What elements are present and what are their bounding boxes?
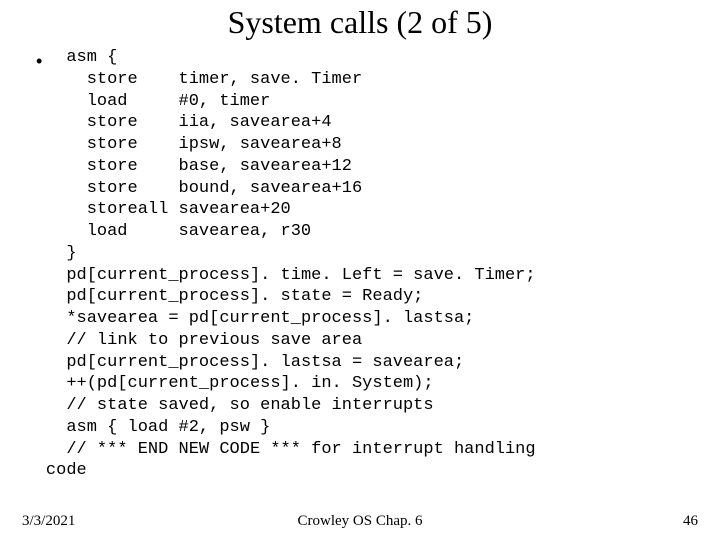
code-line: pd[current_process]. lastsa = savearea; — [66, 352, 535, 374]
code-line: // link to previous save area — [66, 330, 535, 352]
asm-args: timer, save. Timer — [179, 69, 363, 91]
asm-open: asm { — [66, 47, 535, 69]
code-container: asm { storetimer, save. Timer load#0, ti… — [66, 47, 535, 482]
asm-close: } — [66, 243, 535, 265]
code-line: // state saved, so enable interrupts — [66, 395, 535, 417]
footer-page-number: 46 — [683, 513, 698, 530]
asm-op: store — [66, 112, 178, 134]
page-title: System calls (2 of 5) — [0, 0, 720, 47]
code-line: pd[current_process]. state = Ready; — [66, 286, 535, 308]
asm-row: loadsavearea, r30 — [66, 221, 362, 243]
footer: 3/3/2021 Crowley OS Chap. 6 46 — [0, 513, 720, 530]
asm-op: store — [66, 134, 178, 156]
code-line: *savearea = pd[current_process]. lastsa; — [66, 308, 535, 330]
asm-row: storeiia, savearea+4 — [66, 112, 362, 134]
asm-row: storeallsavearea+20 — [66, 199, 362, 221]
bullet-icon: • — [36, 51, 42, 72]
asm-op: storeall — [66, 199, 178, 221]
asm-args: iia, savearea+4 — [179, 112, 363, 134]
footer-date: 3/3/2021 — [22, 513, 75, 530]
asm-op: store — [66, 178, 178, 200]
asm-args: base, savearea+12 — [179, 156, 363, 178]
code-line: asm { load #2, psw } — [66, 417, 535, 439]
asm-args: ipsw, savearea+8 — [179, 134, 363, 156]
asm-args: bound, savearea+16 — [179, 178, 363, 200]
code-line: // *** END NEW CODE *** for interrupt ha… — [66, 439, 535, 461]
code-line: ++(pd[current_process]. in. System); — [66, 373, 535, 395]
asm-op: store — [66, 156, 178, 178]
code-line: pd[current_process]. time. Left = save. … — [66, 265, 535, 287]
asm-op: load — [66, 221, 178, 243]
asm-args: savearea+20 — [179, 199, 363, 221]
asm-op: store — [66, 69, 178, 91]
asm-row: storeipsw, savearea+8 — [66, 134, 362, 156]
code-tail: code — [46, 460, 536, 482]
footer-center: Crowley OS Chap. 6 — [298, 513, 423, 530]
asm-row: load#0, timer — [66, 91, 362, 113]
asm-op: load — [66, 91, 178, 113]
asm-args: #0, timer — [179, 91, 363, 113]
asm-row: storebound, savearea+16 — [66, 178, 362, 200]
asm-row: storetimer, save. Timer — [66, 69, 362, 91]
asm-row: storebase, savearea+12 — [66, 156, 362, 178]
content-row: • asm { storetimer, save. Timer load#0, … — [0, 47, 720, 482]
asm-table: storetimer, save. Timer load#0, timer st… — [66, 69, 362, 243]
asm-args: savearea, r30 — [179, 221, 363, 243]
